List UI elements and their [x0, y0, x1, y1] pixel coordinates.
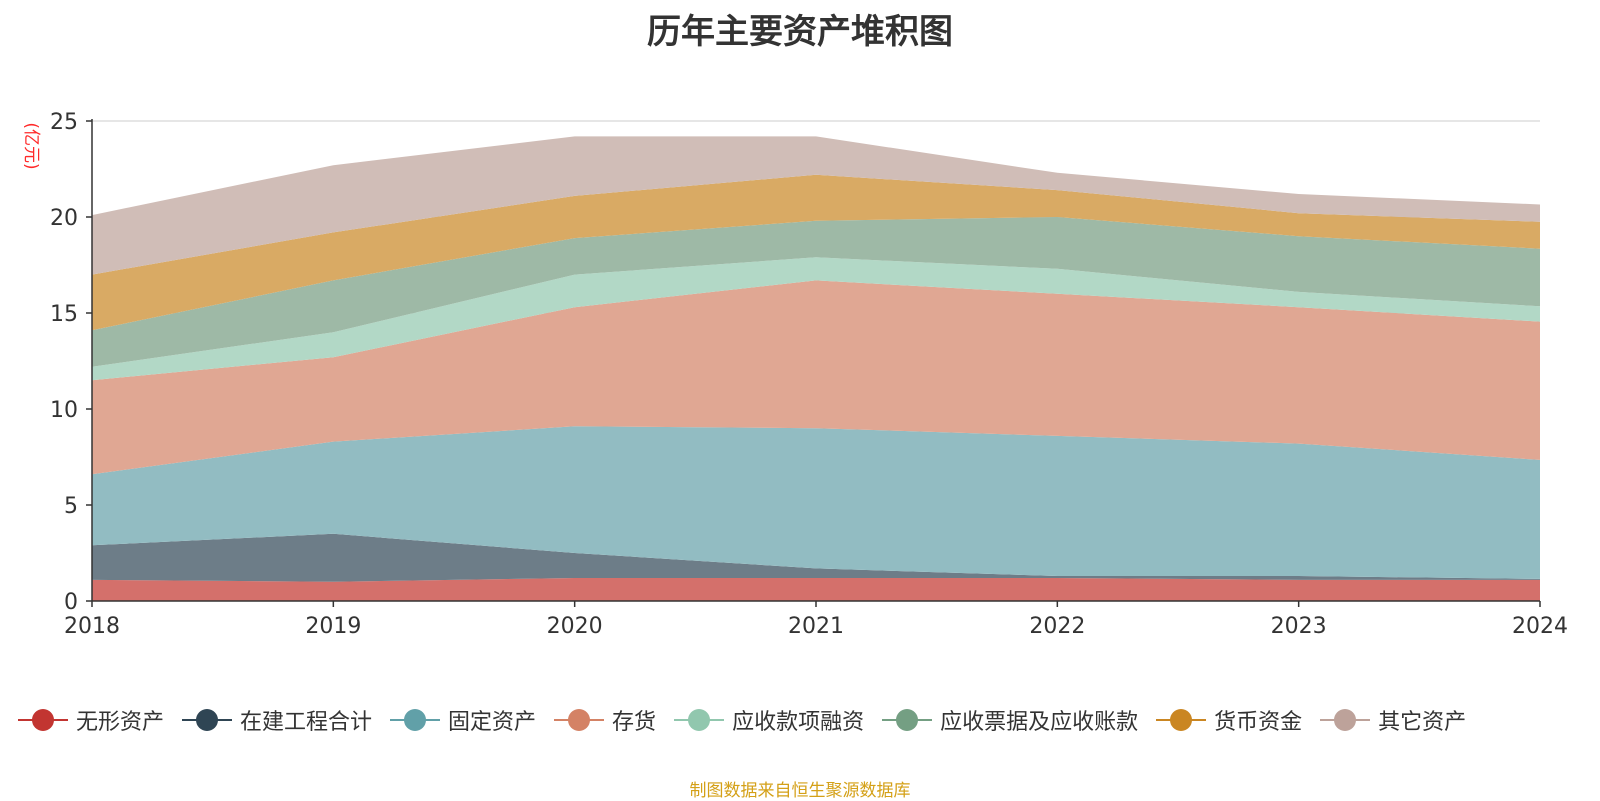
area-series-2 — [92, 426, 1540, 579]
legend-dot — [32, 709, 54, 731]
legend-dot — [1170, 709, 1193, 731]
area-series-1 — [92, 533, 1540, 582]
legend-dot — [688, 709, 711, 731]
area-series-7 — [92, 136, 1540, 275]
area-series-3 — [92, 280, 1540, 475]
y-tick-label: 15 — [50, 302, 78, 327]
legend-label: 存货 — [612, 710, 657, 735]
x-tick-label: 2021 — [788, 614, 844, 639]
y-tick-label: 20 — [50, 206, 78, 231]
area-series-4 — [92, 257, 1540, 381]
legend-label: 其它资产 — [1378, 710, 1467, 735]
legend-label: 应收票据及应收账款 — [940, 710, 1139, 735]
legend-dot — [568, 709, 591, 731]
legend-item-6[interactable]: 货币资金 — [1156, 704, 1302, 736]
legend-dot — [404, 709, 427, 731]
legend-label: 应收款项融资 — [732, 710, 865, 735]
x-tick-label: 2019 — [305, 614, 361, 639]
legend-marker-icon — [674, 708, 725, 732]
y-axis-unit-label: (亿元) — [21, 122, 41, 169]
legend-label: 固定资产 — [448, 710, 537, 735]
legend-marker-icon — [1320, 708, 1371, 732]
legend-dot — [896, 709, 919, 731]
y-tick-label: 0 — [64, 590, 78, 615]
legend-dot — [1334, 709, 1357, 731]
legend-item-1[interactable]: 在建工程合计 — [182, 704, 372, 736]
legend-marker-icon — [554, 708, 605, 732]
x-tick-label: 2024 — [1512, 614, 1568, 639]
legend-item-2[interactable]: 固定资产 — [390, 704, 536, 736]
legend-item-7[interactable]: 其它资产 — [1320, 704, 1466, 736]
legend-label: 在建工程合计 — [240, 710, 373, 735]
legend-item-5[interactable]: 应收票据及应收账款 — [882, 704, 1138, 736]
stacked-area-chart: 0 5 10 15 20 25 2018 2019 2020 2021 2022 2023 2024 (… — [21, 110, 1568, 639]
y-tick-label: 10 — [50, 398, 78, 423]
legend-item-4[interactable]: 应收款项融资 — [674, 704, 864, 736]
area-series-group — [92, 136, 1540, 601]
source-note: 制图数据来自恒生聚源数据库 — [689, 781, 911, 801]
legend-marker-icon — [182, 708, 233, 732]
legend-label: 无形资产 — [76, 710, 165, 735]
x-tick-label: 2020 — [547, 614, 603, 639]
area-series-5 — [92, 217, 1540, 367]
area-series-0 — [92, 578, 1540, 601]
y-tick-label: 5 — [64, 494, 78, 519]
chart-title: 历年主要资产堆积图 — [647, 12, 953, 52]
area-series-6 — [92, 174, 1540, 331]
legend: 无形资产 在建工程合计 固定资产 存货 应收款项融资 应收票据及应收账款 货币资金 其它资产 — [18, 700, 1598, 740]
axes: 0 5 10 15 20 25 2018 2019 2020 2021 2022 2023 2024 — [50, 110, 1568, 639]
x-tick-label: 2023 — [1271, 614, 1327, 639]
legend-marker-icon — [1156, 708, 1207, 732]
y-tick-label: 25 — [50, 110, 78, 135]
legend-marker-icon — [390, 708, 441, 732]
x-tick-label: 2018 — [64, 614, 120, 639]
legend-dot — [196, 709, 219, 731]
x-tick-label: 2022 — [1029, 614, 1085, 639]
legend-marker-icon — [882, 708, 933, 732]
legend-item-0[interactable]: 无形资产 — [18, 704, 164, 736]
legend-item-3[interactable]: 存货 — [554, 704, 656, 736]
legend-marker-icon — [18, 708, 68, 732]
legend-label: 货币资金 — [1214, 710, 1303, 735]
